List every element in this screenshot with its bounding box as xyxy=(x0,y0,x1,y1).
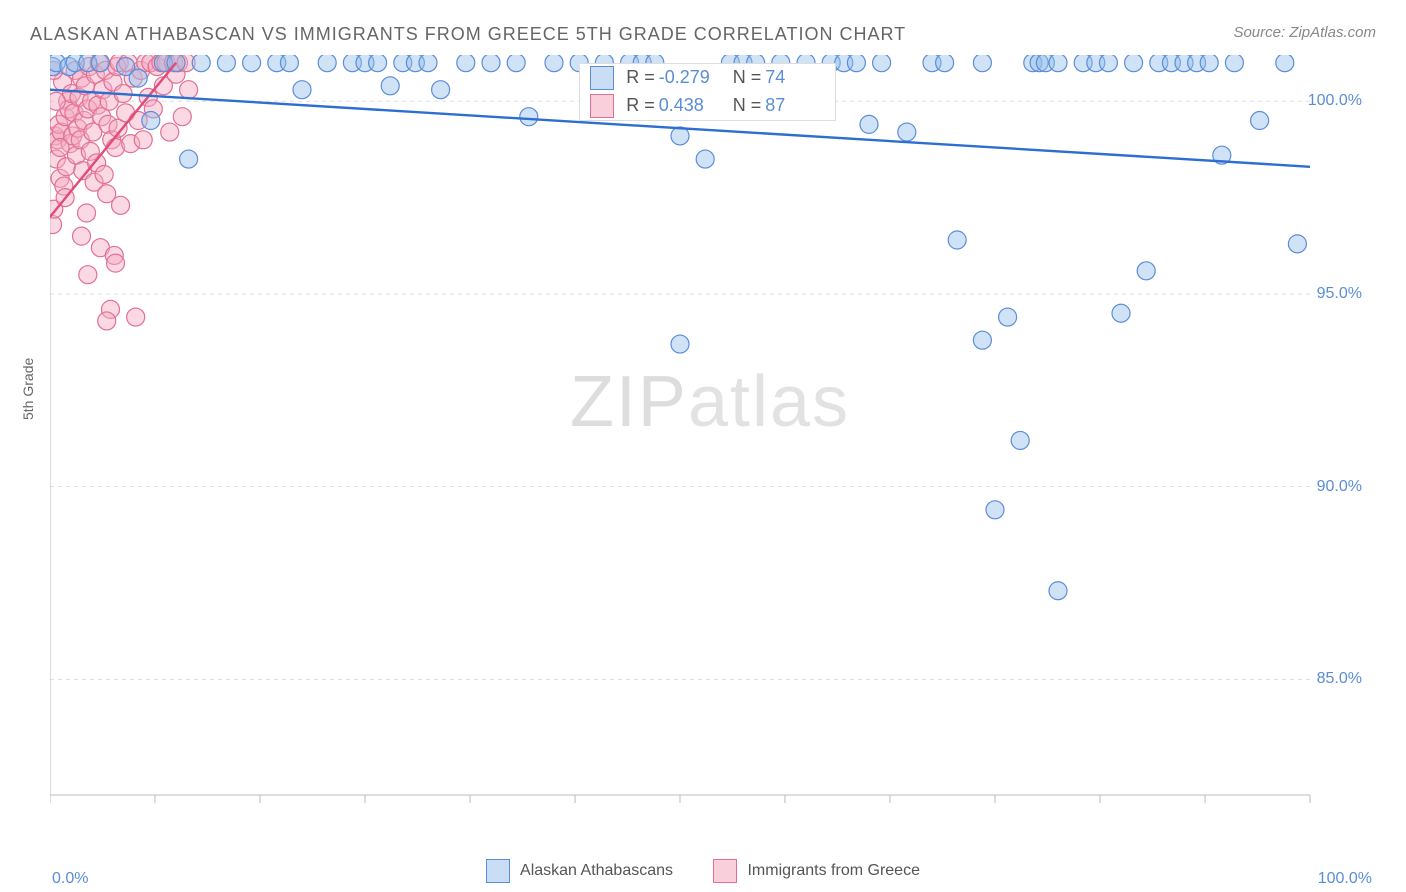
plot-area: ZIPatlas 100.0%95.0%90.0%85.0% R = -0.27… xyxy=(50,55,1370,825)
stats-swatch-pink xyxy=(590,94,614,118)
source-attribution: Source: ZipAtlas.com xyxy=(1233,24,1376,41)
scatter-svg xyxy=(50,55,1370,825)
chart-title: ALASKAN ATHABASCAN VS IMMIGRANTS FROM GR… xyxy=(30,24,906,45)
stats-r-value-2: 0.438 xyxy=(659,95,719,116)
stats-r-label-1: R = xyxy=(626,67,655,88)
stats-row-pink: R = 0.438 N = 87 xyxy=(580,92,835,120)
legend-label-pink: Immigrants from Greece xyxy=(747,862,919,880)
stats-r-value-1: -0.279 xyxy=(659,67,719,88)
stats-n-label-2: N = xyxy=(733,95,762,116)
stats-n-value-1: 74 xyxy=(765,67,825,88)
y-tick-label: 95.0% xyxy=(1317,285,1362,303)
stats-r-label-2: R = xyxy=(626,95,655,116)
stats-n-label-1: N = xyxy=(733,67,762,88)
y-tick-label: 100.0% xyxy=(1308,92,1362,110)
chart-container: ALASKAN ATHABASCAN VS IMMIGRANTS FROM GR… xyxy=(0,0,1406,892)
y-tick-label: 90.0% xyxy=(1317,478,1362,496)
stats-row-blue: R = -0.279 N = 74 xyxy=(580,64,835,92)
stats-swatch-blue xyxy=(590,66,614,90)
y-tick-label: 85.0% xyxy=(1317,670,1362,688)
legend-item-pink: Immigrants from Greece xyxy=(713,859,919,883)
y-axis-label: 5th Grade xyxy=(20,358,36,420)
legend-label-blue: Alaskan Athabascans xyxy=(520,862,673,880)
stats-legend-box: R = -0.279 N = 74 R = 0.438 N = 87 xyxy=(579,63,836,121)
stats-n-value-2: 87 xyxy=(765,95,825,116)
legend-swatch-pink xyxy=(713,859,737,883)
legend-swatch-blue xyxy=(486,859,510,883)
series-legend: Alaskan Athabascans Immigrants from Gree… xyxy=(0,859,1406,888)
legend-item-blue: Alaskan Athabascans xyxy=(486,859,673,883)
